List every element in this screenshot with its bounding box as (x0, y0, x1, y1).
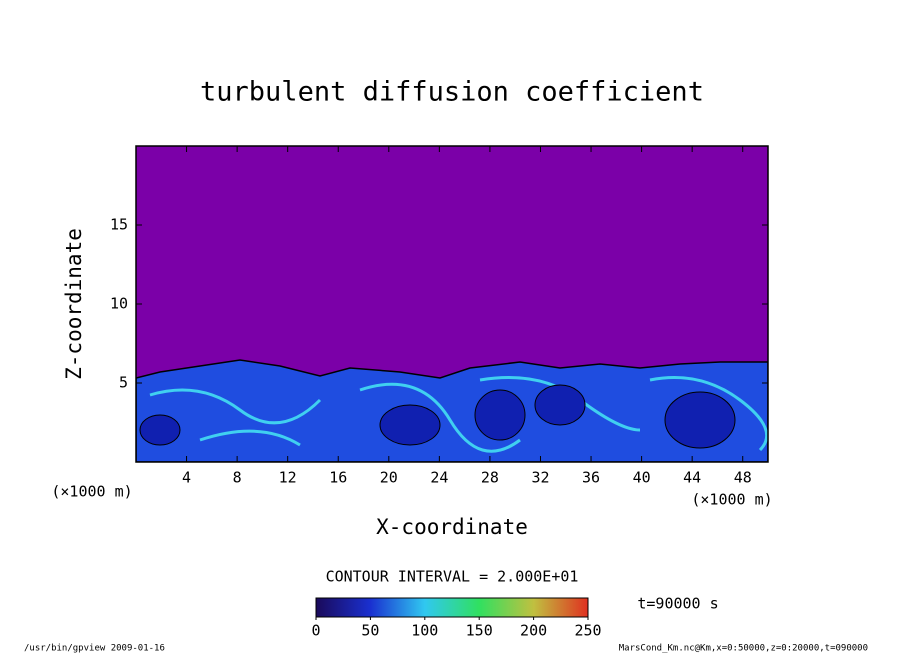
colorbar-tick-label: 100 (411, 622, 438, 640)
y-axis-label: Z-coordinate (62, 228, 86, 380)
x-tick-label: 4 (182, 469, 191, 487)
x-unit: (×1000 m) (51, 483, 132, 501)
x-tick-label: 32 (531, 469, 549, 487)
colorbar-tick-label: 0 (311, 622, 320, 640)
colorbar-tick-label: 50 (361, 622, 379, 640)
colorbar-tick-label: 250 (574, 622, 601, 640)
chart-title: turbulent diffusion coefficient (200, 77, 704, 108)
footer-left: /usr/bin/gpview 2009-01-16 (24, 644, 165, 654)
x-axis-label: X-coordinate (376, 515, 528, 539)
x-tick-label: 16 (329, 469, 347, 487)
y-tick-label: 10 (110, 295, 128, 313)
colorbar-tick-label: 150 (466, 622, 493, 640)
x-tick-label: 24 (430, 469, 448, 487)
x-tick-label: 40 (633, 469, 651, 487)
contour-interval: CONTOUR INTERVAL = 2.000E+01 (326, 568, 579, 586)
x-tick-label: 8 (233, 469, 242, 487)
y-tick-label: 5 (119, 374, 128, 392)
x-tick-label: 44 (683, 469, 701, 487)
x-tick-label: 28 (481, 469, 499, 487)
x-tick-label: 12 (279, 469, 297, 487)
field (136, 146, 768, 462)
colorbar-tick-label: 200 (520, 622, 547, 640)
x-tick-label: 48 (734, 469, 752, 487)
colorbar (315, 597, 589, 618)
x-unit: (×1000 m) (691, 491, 772, 509)
x-tick-label: 36 (582, 469, 600, 487)
footer-right: MarsCond_Km.nc@Km,x=0:50000,z=0:20000,t=… (619, 644, 868, 654)
y-tick-label: 15 (110, 216, 128, 234)
x-tick-label: 20 (380, 469, 398, 487)
time-label: t=90000 s (637, 595, 718, 613)
